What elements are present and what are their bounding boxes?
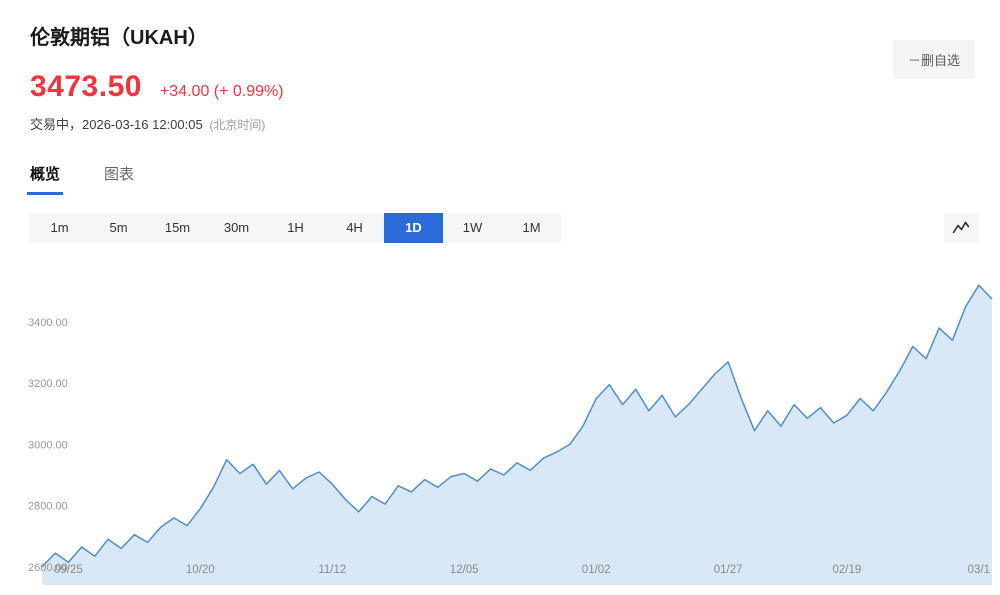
range-button-4h[interactable]: 4H [346, 220, 363, 235]
range-button-1w[interactable]: 1W [462, 220, 483, 235]
price-chart[interactable]: 2600.00 2800.00 3000.00 3200.00 3400.00 09/25… [0, 265, 1000, 585]
range-selector: 1m 5m 15m 30m 1H 4H 1D 1W 1M [30, 213, 561, 243]
range-button-1h[interactable]: 1H [287, 220, 304, 235]
x-axis-label: 02/19 [833, 564, 862, 576]
status-row: 交易中，2026-03-16 12:00:05 (北京时间) [30, 114, 970, 133]
trading-status: 交易中，2026-03-16 12:00:05 [30, 117, 203, 132]
x-axis-label: 01/02 [582, 564, 611, 576]
y-axis-label: 3200.00 [28, 378, 68, 390]
price-area-fill [42, 285, 992, 585]
remove-watchlist-button[interactable]: －删自选 [892, 40, 975, 79]
price-change: +34.00 (+ 0.99%) [159, 83, 284, 100]
tab-overview[interactable]: 概览 [26, 163, 64, 195]
chart-toolbar: 1m 5m 15m 30m 1H 4H 1D 1W 1M [30, 213, 978, 243]
y-axis-label: 2600.00 [28, 562, 68, 574]
page-title: 伦敦期铝（UKAH） [30, 27, 208, 49]
range-button-5m[interactable]: 5m [109, 220, 128, 235]
current-price: 3473.50 [30, 70, 142, 103]
price-row: 3473.50 +34.00 (+ 0.99%) [30, 70, 970, 104]
trend-line-icon [952, 221, 970, 234]
tab-chart[interactable]: 图表 [104, 166, 135, 183]
price-line [41, 284, 993, 568]
y-axis-label: 2800.00 [28, 501, 68, 513]
chart-style-button[interactable] [944, 213, 978, 243]
x-axis-label: 03/1 [968, 564, 990, 576]
tab-bar: 概览 图表 [26, 163, 970, 195]
x-axis-label: 09/25 [54, 564, 83, 576]
x-axis-label: 11/12 [318, 564, 346, 576]
range-button-1m[interactable]: 1m [50, 220, 69, 235]
range-button-1mo[interactable]: 1M [522, 220, 541, 235]
chart-canvas: 2600.00 2800.00 3000.00 3200.00 3400.00 09/25… [28, 284, 993, 585]
range-button-30m[interactable]: 30m [223, 220, 250, 235]
y-axis-label: 3000.00 [28, 439, 68, 451]
timezone-note: (北京时间) [209, 118, 266, 132]
y-axis-label: 3400.00 [28, 317, 68, 329]
range-button-1d[interactable]: 1D [384, 213, 443, 243]
x-axis-label: 01/27 [714, 564, 743, 576]
range-button-15m[interactable]: 15m [164, 220, 191, 235]
x-axis-label: 10/20 [186, 564, 215, 576]
quote-header: 伦敦期铝（UKAH） －删自选 3473.50 +34.00 (+ 0.99%)… [0, 0, 1000, 133]
x-axis-label: 12/05 [450, 564, 479, 576]
